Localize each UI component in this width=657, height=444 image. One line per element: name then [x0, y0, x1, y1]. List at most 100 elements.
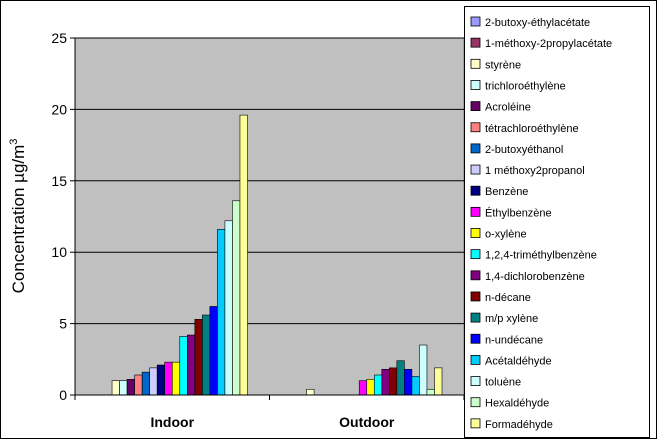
bar [224, 220, 233, 396]
bar [389, 367, 398, 396]
x-category-label: Indoor [150, 414, 194, 430]
y-tick-label: 15 [51, 173, 67, 189]
bar [119, 380, 128, 396]
legend-label: toluène [485, 377, 521, 389]
legend-swatch [470, 376, 481, 386]
bar [366, 378, 375, 396]
legend-swatch [470, 185, 481, 196]
legend-swatch [470, 312, 481, 323]
bar [156, 364, 166, 396]
y-tick-label: 10 [51, 244, 67, 260]
legend-label: Éthylbenzène [485, 206, 552, 219]
legend-item: Éthylbenzène [470, 206, 552, 219]
bar [141, 371, 150, 396]
legend-label: 2-butoxyéthanol [485, 144, 563, 156]
gridlines [75, 37, 464, 325]
legend-item: 2-butoxyéthanol [470, 143, 563, 156]
y-tick-label: 5 [59, 316, 67, 332]
legend-swatch [470, 397, 481, 408]
bar [171, 361, 181, 396]
bar [134, 374, 143, 396]
legend-label: tétrachloroéthylène [485, 123, 579, 135]
legend-swatch [470, 418, 481, 429]
bar [164, 361, 173, 396]
legend-label: o-xylène [485, 229, 527, 241]
legend-swatch [470, 270, 481, 281]
legend-label: 1-méthoxy-2propylacétate [485, 38, 612, 50]
bar [434, 367, 443, 396]
legend-item: 1-méthoxy-2propylacétate [470, 37, 612, 50]
legend-swatch [470, 291, 481, 302]
legend-swatch [470, 164, 481, 175]
legend-item: Formadéhyde [470, 418, 553, 431]
legend-label: n-décane [485, 292, 531, 304]
plot-area [74, 37, 465, 396]
bar [404, 368, 413, 396]
bar [426, 388, 435, 396]
bars [111, 114, 443, 396]
legend-swatch [470, 206, 481, 217]
y-tick-label: 20 [51, 101, 67, 117]
legend-swatch [470, 122, 481, 133]
bar [194, 319, 203, 396]
legend-label: Acétaldéhyde [485, 355, 552, 367]
legend-label: 1 méthoxy2propanol [485, 165, 585, 177]
bar [358, 380, 368, 396]
legend-item: 2-butoxy-éthylacétate [470, 16, 590, 29]
bar [111, 380, 120, 396]
bar [419, 344, 428, 396]
legend-label: Hexaldéhyde [485, 398, 549, 410]
legend-swatch [470, 16, 481, 27]
legend-item: 1,4-dichlorobenzène [470, 270, 585, 283]
legend-item: styrène [470, 58, 521, 71]
legend-item: Benzène [470, 185, 528, 198]
legend-swatch [470, 58, 481, 69]
bar [306, 388, 315, 396]
y-axis-label: Concentration µg/m3 [8, 139, 28, 294]
x-category-label: Outdoor [339, 414, 395, 430]
legend-swatch [470, 37, 481, 48]
legend-swatch [470, 101, 481, 111]
legend-item: Acroléine [470, 101, 531, 114]
bar [381, 368, 390, 396]
bar [373, 374, 383, 396]
legend-label: 2-butoxy-éthylacétate [485, 17, 590, 29]
legend-item: m/p xylène [470, 312, 538, 325]
legend: 2-butoxy-éthylacétate 1-méthoxy-2propylac… [470, 16, 612, 431]
bar [179, 336, 188, 396]
bar [411, 376, 420, 396]
y-axis-label-main: Concentration µg/m [9, 145, 28, 294]
bar [217, 229, 226, 396]
legend-item: o-xylène [470, 228, 527, 241]
bar [396, 360, 405, 396]
legend-label: Benzène [485, 186, 528, 198]
legend-swatch [470, 80, 481, 90]
legend-item: 1,2,4-triméthylbenzène [470, 249, 597, 262]
legend-item: 1 méthoxy2propanol [470, 164, 585, 177]
legend-item: toluène [470, 376, 521, 389]
legend-label: n-undécane [485, 334, 543, 346]
legend-item: Hexaldéhyde [470, 397, 549, 410]
x-category-labels: Indoor Outdoor [150, 414, 394, 430]
legend-swatch [470, 354, 481, 365]
legend-label: 1,2,4-triméthylbenzène [485, 250, 597, 262]
legend-label: 1,4-dichlorobenzène [485, 271, 585, 283]
legend-swatch [470, 333, 481, 344]
y-tick-labels: 0 5 10 15 20 25 [51, 30, 67, 403]
legend-label: Acroléine [485, 102, 531, 114]
legend-item: n-undécane [470, 333, 543, 346]
y-tick-label: 0 [59, 387, 67, 403]
legend-box [464, 6, 650, 438]
y-tick-label: 25 [51, 30, 67, 46]
bar [232, 200, 241, 396]
legend-item: trichloroéthylène [470, 80, 566, 92]
legend-label: trichloroéthylène [485, 80, 566, 92]
bar [187, 334, 196, 396]
legend-swatch [470, 143, 481, 154]
y-axis-label-sup: 3 [8, 139, 20, 145]
legend-item: tétrachloroéthylène [470, 122, 579, 135]
bar [149, 367, 158, 396]
legend-swatch [470, 249, 481, 260]
legend-swatch [470, 228, 481, 238]
